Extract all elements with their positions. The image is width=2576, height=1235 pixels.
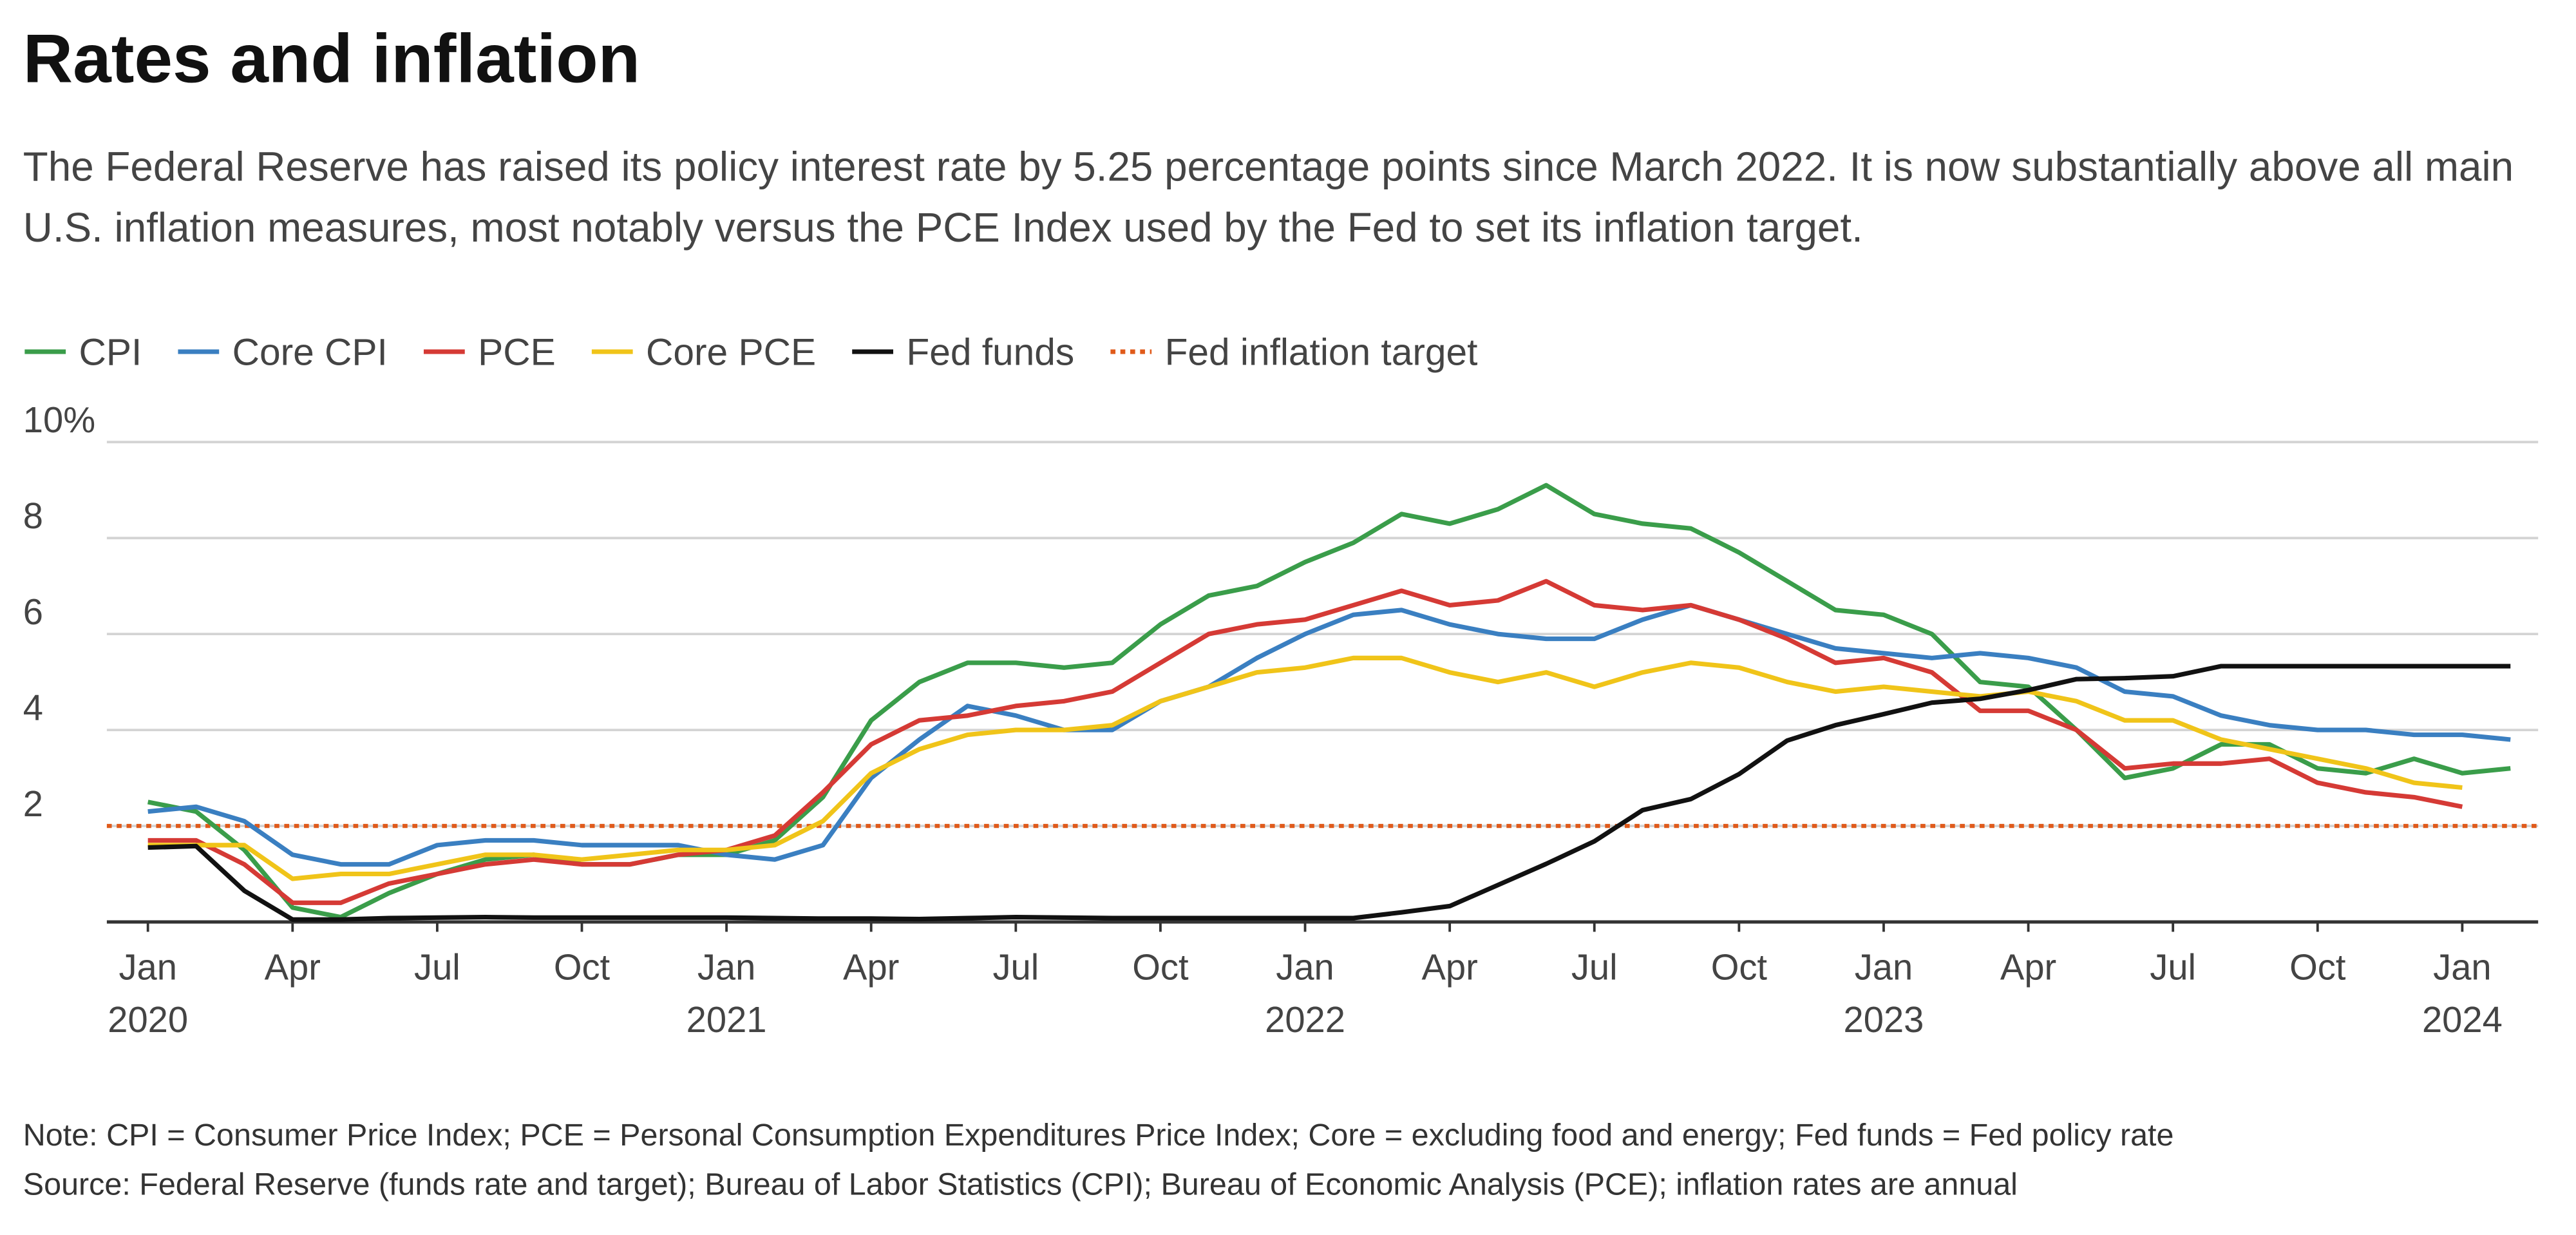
x-tick-label: Oct <box>1711 946 1768 987</box>
x-tick-label: Jul <box>1571 946 1618 987</box>
x-tick-label: Apr <box>2000 946 2056 987</box>
legend-entry: Core PCE <box>646 331 816 373</box>
series-line <box>147 602 2511 867</box>
x-tick-label: Oct <box>554 946 611 987</box>
x-tick-label: Apr <box>265 946 321 987</box>
x-tick-label: Apr <box>843 946 899 987</box>
x-tick-label: Apr <box>1421 946 1477 987</box>
x-tick-label: Jul <box>992 946 1039 987</box>
y-tick-label: 10% <box>23 399 95 440</box>
x-tick-year: 2022 <box>1265 999 1345 1040</box>
x-tick-year: 2021 <box>687 999 767 1040</box>
x-tick-label: Oct <box>2289 946 2346 987</box>
chart-title: Rates and inflation <box>23 20 640 97</box>
x-tick-label: Jan <box>2433 946 2491 987</box>
x-tick-label: Jul <box>414 946 460 987</box>
x-tick-year: 2020 <box>108 999 188 1040</box>
legend-entry: Fed inflation target <box>1165 331 1478 373</box>
x-tick-label: Jul <box>2150 946 2196 987</box>
source: Source: Federal Reserve (funds rate and … <box>23 1167 2018 1202</box>
x-tick-label: Jan <box>1855 946 1913 987</box>
x-tick-year: 2023 <box>1844 999 1924 1040</box>
subtitle-box: The Federal Reserve has raised its polic… <box>23 144 2514 252</box>
y-tick-label: 2 <box>23 783 43 824</box>
x-tick-year: 2024 <box>2422 999 2503 1040</box>
y-tick-label: 6 <box>23 591 43 632</box>
series-line <box>147 655 2463 881</box>
series-line <box>147 664 2511 922</box>
x-tick-label: Jan <box>118 946 176 987</box>
legend-entry: Core CPI <box>232 331 388 373</box>
note: Note: CPI = Consumer Price Index; PCE = … <box>23 1118 2174 1153</box>
x-tick-label: Oct <box>1132 946 1189 987</box>
series-line <box>147 579 2463 905</box>
legend-entry: Fed funds <box>906 331 1074 373</box>
y-tick-label: 8 <box>23 495 43 536</box>
chart-subtitle: The Federal Reserve has raised its polic… <box>23 144 2514 252</box>
legend-entry: CPI <box>79 331 142 373</box>
x-tick-label: Jan <box>1276 946 1334 987</box>
y-tick-label: 4 <box>23 687 43 728</box>
x-tick-label: Jan <box>697 946 755 987</box>
legend-entry: PCE <box>478 331 556 373</box>
